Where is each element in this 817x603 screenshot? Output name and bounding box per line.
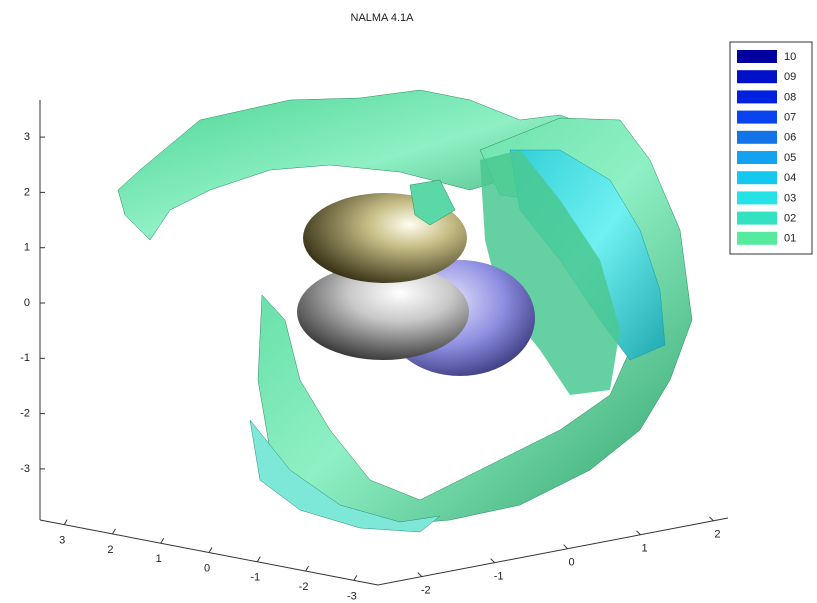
x-tick: [256, 556, 261, 563]
z-tick-label: -1: [20, 352, 30, 364]
z-tick-label: 1: [24, 242, 30, 254]
legend-label: 08: [784, 91, 796, 103]
legend: 10 09 08 07 06 05 04 03 02 01: [737, 50, 796, 245]
legend-label: 01: [784, 233, 796, 245]
legend-swatch: [737, 130, 777, 144]
z-tick-label: -2: [20, 408, 30, 420]
legend-swatch: [737, 191, 777, 205]
surfaces: [117, 89, 693, 533]
legend-label: 09: [784, 71, 796, 83]
x-tick: [111, 528, 116, 535]
x-tick-label: 0: [204, 562, 210, 574]
legend-label: 10: [784, 51, 796, 63]
legend-swatch: [737, 171, 777, 185]
x-tick: [160, 537, 165, 544]
legend-label: 06: [784, 132, 796, 144]
z-tick-label: 2: [24, 186, 30, 198]
z-tick-label: 0: [24, 297, 30, 309]
y-tick: [490, 558, 496, 564]
x-tick: [208, 547, 213, 553]
legend-label: 04: [784, 172, 796, 184]
legend-label: 02: [784, 213, 796, 225]
y-tick-label: 1: [641, 543, 647, 555]
x-tick-label: -1: [250, 572, 260, 584]
y-tick: [417, 572, 423, 577]
y-tick: [563, 544, 568, 550]
x-tick-label: -3: [347, 590, 357, 602]
y-tick-label: -2: [421, 585, 431, 597]
legend-label: 05: [784, 152, 796, 164]
x-tick: [63, 519, 68, 525]
y-tick: [709, 516, 714, 522]
legend-label: 07: [784, 112, 796, 124]
legend-swatch: [737, 211, 777, 225]
legend-label: 03: [784, 192, 796, 204]
x-tick-label: 3: [59, 535, 65, 547]
y-tick: [636, 530, 641, 536]
y-tick-label: 2: [714, 529, 720, 541]
x-tick-label: 2: [107, 544, 113, 556]
legend-swatch: [737, 90, 777, 104]
legend-swatch: [737, 151, 777, 164]
legend-swatch: [737, 50, 777, 63]
y-tick-label: 0: [569, 557, 575, 569]
legend-swatch: [737, 70, 777, 84]
z-tick-label: -3: [20, 463, 30, 475]
x-tick: [305, 565, 310, 572]
x-tick: [353, 575, 358, 581]
x-tick-label: 1: [156, 553, 162, 565]
z-tick-label: 3: [24, 131, 30, 143]
legend-swatch: [737, 231, 777, 245]
legend-swatch: [737, 110, 777, 124]
ticks: 3 2 1 0 -1 -2 -3 3 2 1 0 -1 -2 -3 -2 -1 0 1 2: [20, 131, 720, 602]
x-tick-label: -2: [299, 581, 309, 593]
y-tick-label: -1: [494, 571, 504, 583]
chart-title: NALMA 4.1A: [351, 12, 415, 24]
